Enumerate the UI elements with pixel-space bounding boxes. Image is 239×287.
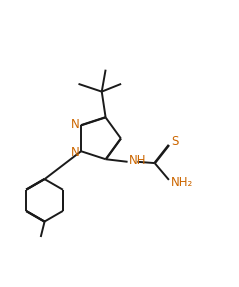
Text: N: N <box>71 146 80 159</box>
Text: NH: NH <box>129 154 146 167</box>
Text: NH₂: NH₂ <box>171 176 193 189</box>
Text: S: S <box>171 135 178 148</box>
Text: N: N <box>71 118 80 131</box>
